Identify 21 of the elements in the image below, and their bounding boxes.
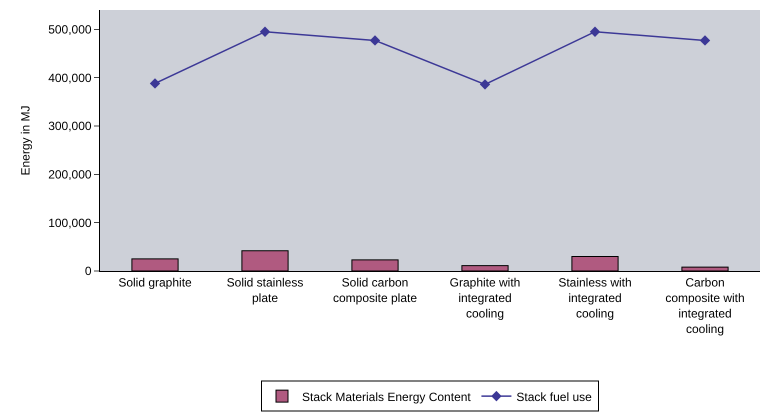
x-tick-label: Stainless with integrated cooling: [558, 275, 632, 321]
point: [480, 79, 490, 90]
x-tick-label: Solid graphite: [118, 275, 192, 290]
y-tick-label: 500,000: [48, 22, 92, 37]
point: [260, 26, 270, 37]
y-tick-label: 100,000: [48, 216, 92, 230]
y-tick-label: 400,000: [48, 70, 92, 85]
y-tick-label: 300,000: [48, 119, 92, 134]
y-tick-label: 0: [84, 264, 92, 278]
x-tick-label: Carbon composite with integrated cooling: [665, 275, 745, 336]
y-axis-title: Energy in MJ: [18, 105, 33, 176]
y-tick-label: 200,000: [48, 168, 92, 182]
x-tick-label: Solid carbon composite plate: [332, 275, 418, 305]
legend-label: Stack fuel use: [516, 390, 592, 404]
point: [370, 35, 380, 46]
x-tick-label: Graphite with integrated cooling: [450, 275, 520, 321]
point: [700, 35, 710, 46]
point: [150, 78, 160, 89]
point: [590, 26, 600, 37]
x-tick-label: Solid stainless plate: [226, 275, 304, 305]
legend-label: Stack Materials Energy Content: [302, 390, 472, 404]
